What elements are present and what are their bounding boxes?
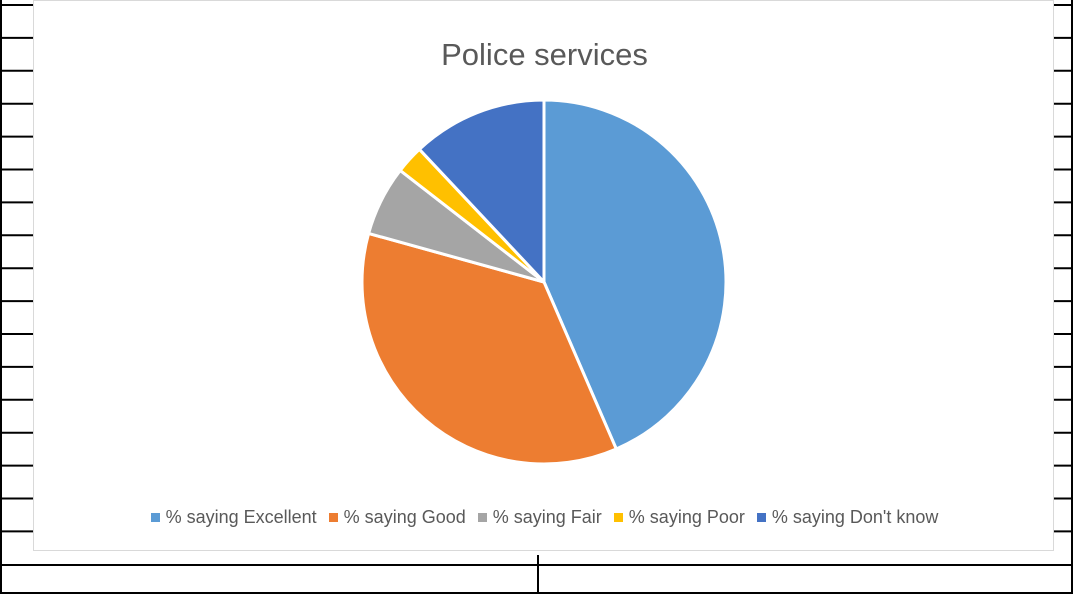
chart-title: Police services <box>441 37 648 72</box>
legend-swatch <box>756 513 766 522</box>
legend-item[interactable]: % saying Excellent <box>150 507 317 528</box>
legend-item[interactable]: % saying Fair <box>477 507 602 528</box>
pie-chart <box>360 98 728 466</box>
legend-swatch <box>150 513 160 522</box>
chart-legend: % saying Excellent % saying Good % saying … <box>34 507 1055 528</box>
legend-item[interactable]: % saying Poor <box>613 507 745 528</box>
pie-slice-saying-don-t-know[interactable] <box>417 98 546 284</box>
legend-item[interactable]: % saying Don't know <box>756 507 939 528</box>
legend-swatch <box>477 513 487 522</box>
legend-label: % saying Fair <box>492 507 602 527</box>
legend-label: % saying Don't know <box>771 507 939 527</box>
legend-label: % saying Good <box>343 507 466 527</box>
legend-swatch <box>328 513 338 522</box>
pie-slice-saying-good[interactable] <box>360 231 618 466</box>
legend-label: % saying Poor <box>628 507 745 527</box>
legend-item[interactable]: % saying Good <box>328 507 466 528</box>
pie-slice-saying-excellent[interactable] <box>542 98 728 451</box>
legend-swatch <box>613 513 623 522</box>
legend-label: % saying Excellent <box>165 507 317 527</box>
chart-area[interactable]: Police services % saying Excellent% sayi… <box>33 0 1054 551</box>
